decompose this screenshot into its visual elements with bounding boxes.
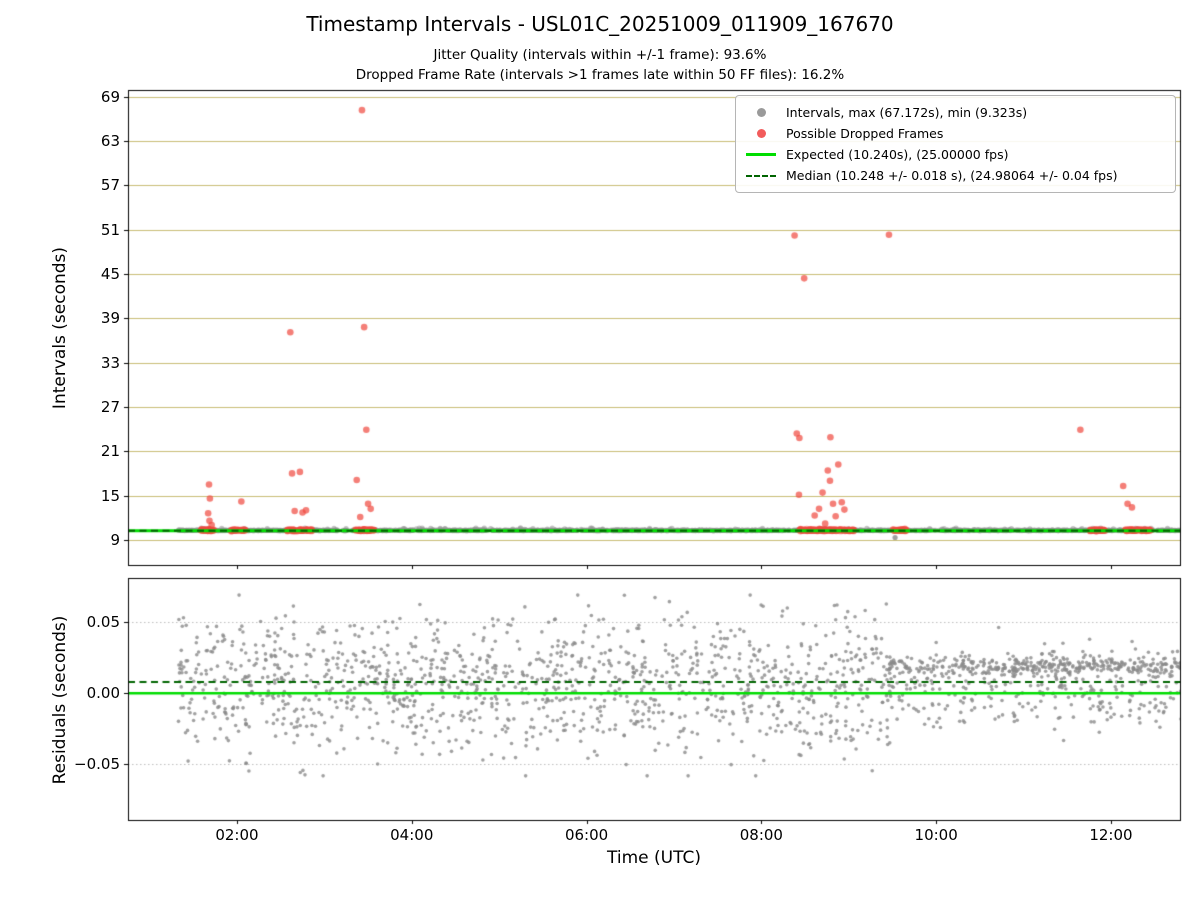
intervals-y-tick-label: 39 — [100, 309, 120, 328]
legend-label: Expected (10.240s), (25.00000 fps) — [786, 147, 1009, 162]
x-tick-label: 06:00 — [564, 826, 609, 844]
residuals-y-tick-label: −0.05 — [74, 755, 120, 774]
legend-item: Median (10.248 +/- 0.018 s), (24.98064 +… — [744, 165, 1167, 186]
legend-label: Median (10.248 +/- 0.018 s), (24.98064 +… — [786, 168, 1118, 183]
chart-title: Timestamp Intervals - USL01C_20251009_01… — [306, 12, 894, 36]
intervals-dot-marker-icon — [744, 108, 778, 117]
legend: Intervals, max (67.172s), min (9.323s) Po… — [735, 95, 1176, 193]
subtitle-dropped-frame-rate: Dropped Frame Rate (intervals >1 frames … — [355, 67, 845, 83]
intervals-y-tick-label: 57 — [100, 176, 120, 195]
intervals-y-tick-label: 69 — [100, 87, 120, 106]
intervals-y-tick-label: 27 — [100, 397, 120, 416]
x-tick-label: 10:00 — [914, 826, 958, 844]
subtitle-jitter-quality: Jitter Quality (intervals within +/-1 fr… — [433, 47, 767, 63]
dropped-frames-dot-marker-icon — [744, 129, 778, 138]
legend-item: Expected (10.240s), (25.00000 fps) — [744, 144, 1167, 165]
intervals-y-tick-label: 33 — [100, 353, 120, 372]
intervals-y-tick-label: 9 — [110, 530, 120, 549]
legend-item: Intervals, max (67.172s), min (9.323s) — [744, 102, 1167, 123]
median-line-marker-icon — [744, 174, 778, 177]
intervals-y-tick-label: 21 — [100, 442, 120, 461]
x-tick-label: 04:00 — [390, 826, 434, 844]
legend-label: Possible Dropped Frames — [786, 126, 944, 141]
residuals-y-tick-label: 0.05 — [86, 613, 120, 632]
legend-label: Intervals, max (67.172s), min (9.323s) — [786, 105, 1028, 120]
residuals-y-tick-label: 0.00 — [86, 684, 120, 703]
intervals-y-tick-label: 45 — [100, 264, 120, 283]
intervals-y-tick-label: 63 — [100, 131, 120, 150]
legend-item: Possible Dropped Frames — [744, 123, 1167, 144]
x-axis-label: Time (UTC) — [607, 848, 701, 868]
x-tick-label: 12:00 — [1089, 826, 1133, 844]
intervals-y-tick-label: 15 — [100, 486, 120, 505]
intervals-y-tick-label: 51 — [100, 220, 120, 239]
x-tick-label: 08:00 — [739, 826, 783, 844]
x-tick-label: 02:00 — [215, 826, 259, 844]
expected-line-marker-icon — [744, 153, 778, 156]
